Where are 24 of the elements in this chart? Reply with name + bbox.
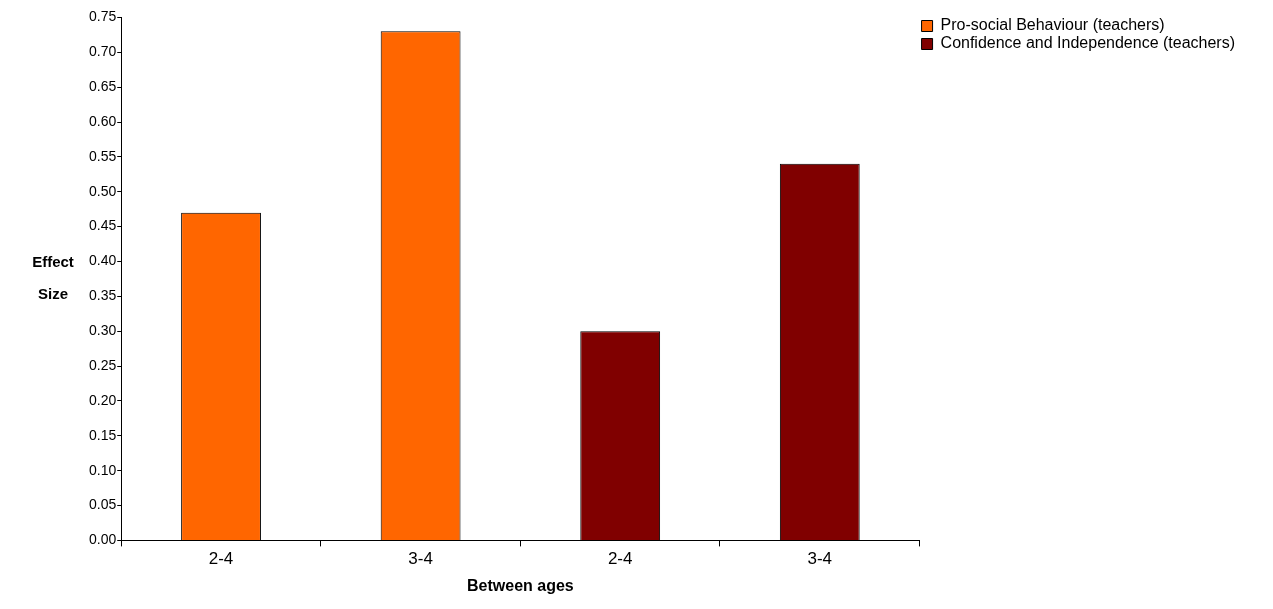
x-tick-label: 3-4 — [807, 549, 833, 569]
y-tick-label: 0.60 — [89, 112, 117, 129]
x-axis-title: Between ages — [467, 576, 574, 594]
x-tick-label: 2-4 — [208, 549, 234, 569]
y-tick-label: 0.45 — [89, 217, 117, 234]
y-tick-label: 0.40 — [89, 252, 117, 269]
y-tick-label: 0.75 — [89, 8, 117, 25]
y-tick-label: 0.50 — [89, 182, 117, 199]
y-tick-label: 0.35 — [89, 287, 117, 304]
y-axis-title: Effect Size — [32, 253, 74, 303]
legend-label: Confidence and Independence (teachers) — [940, 34, 1236, 52]
y-tick-label: 0.20 — [89, 391, 117, 408]
y-tick-label: 0.55 — [89, 147, 117, 164]
x-tick-label: 2-4 — [607, 549, 633, 569]
y-tick-label: 0.15 — [89, 426, 117, 443]
y-tick-label: 0.05 — [89, 496, 117, 513]
y-tick-label: 0.10 — [89, 461, 117, 478]
x-tick-label: 3-4 — [408, 549, 433, 569]
y-tick-label: 0.00 — [89, 531, 117, 548]
legend-label: Pro-social Behaviour (teachers) — [940, 16, 1165, 34]
y-tick-label: 0.65 — [89, 77, 117, 94]
y-tick-label: 0.25 — [89, 356, 117, 373]
y-tick-label: 0.30 — [89, 322, 117, 339]
y-tick-label: 0.70 — [89, 43, 117, 60]
